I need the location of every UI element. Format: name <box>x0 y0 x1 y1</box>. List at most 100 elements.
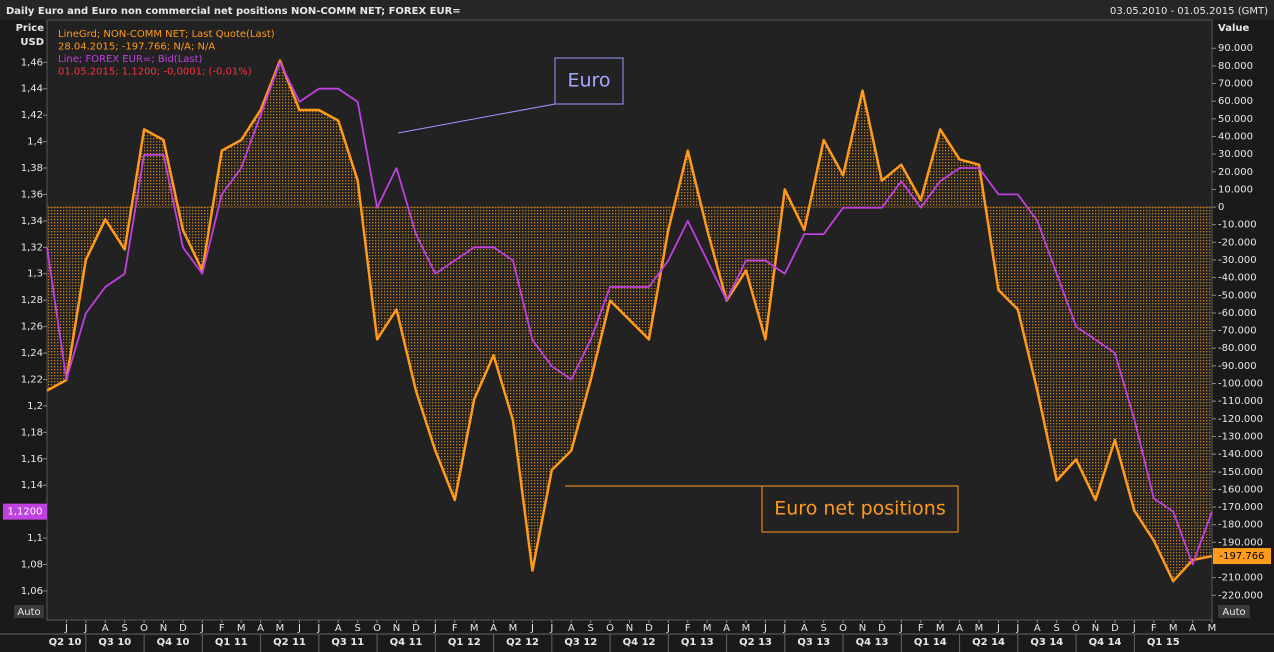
y2-tick-label: -130.000 <box>1218 431 1263 442</box>
x-tick-label: A <box>801 623 808 634</box>
last-value-tag <box>3 503 47 520</box>
y-tick-label: 1,24 <box>21 348 43 359</box>
x-tick-label: M <box>470 623 479 634</box>
x-tick-label: J <box>899 623 903 634</box>
x-tick-label: O <box>373 623 381 634</box>
quarter-label: Q2 13 <box>739 637 772 648</box>
x-tick-label: F <box>452 623 458 634</box>
x-tick-label: J <box>763 623 767 634</box>
quarter-label: Q4 13 <box>856 637 889 648</box>
x-tick-label: O <box>140 623 148 634</box>
x-tick-label: F <box>1151 623 1157 634</box>
y2-tick-label: -20.000 <box>1218 237 1257 248</box>
x-tick-label: F <box>219 623 225 634</box>
auto-button[interactable] <box>1218 605 1250 618</box>
quarter-label: Q1 15 <box>1147 637 1180 648</box>
x-tick-label: M <box>237 623 246 634</box>
legend-line: 01.05.2015; 1,1200; -0,0001; (-0,01%) <box>58 67 252 78</box>
y-axis-label: USD <box>20 37 44 48</box>
last-value-label: 1,1200 <box>8 507 43 518</box>
x-tick-label: A <box>956 623 963 634</box>
y2-tick-label: 60.000 <box>1218 96 1253 107</box>
annotation: Euro net positions <box>774 498 945 520</box>
y-tick-label: 1,18 <box>21 427 43 438</box>
quarter-label: Q4 12 <box>623 637 656 648</box>
x-tick-label: M <box>1208 623 1217 634</box>
area-fill <box>47 60 1212 582</box>
y2-tick-label: -110.000 <box>1218 396 1263 407</box>
y2-tick-label: -10.000 <box>1218 220 1257 231</box>
y2-tick-label: -90.000 <box>1218 361 1257 372</box>
x-tick-label: J <box>83 623 87 634</box>
x-tick-label: M <box>1169 623 1178 634</box>
y2-tick-label: -30.000 <box>1218 255 1257 266</box>
chart-title: Daily Euro and Euro non commercial net p… <box>6 6 461 17</box>
x-tick-label: J <box>666 623 670 634</box>
x-tick-label: A <box>335 623 342 634</box>
y2-tick-label: -220.000 <box>1218 590 1263 601</box>
x-tick-label: N <box>393 623 400 634</box>
x-tick-label: M <box>936 623 945 634</box>
y-tick-label: 1,36 <box>21 189 43 200</box>
last-value-label: -197.766 <box>1220 551 1265 562</box>
x-tick-label: J <box>297 623 301 634</box>
y2-tick-label: -150.000 <box>1218 467 1263 478</box>
y2-axis-label: Value <box>1218 23 1249 34</box>
y-tick-label: 1,28 <box>21 295 43 306</box>
x-tick-label: S <box>820 623 826 634</box>
x-tick-label: S <box>1053 623 1059 634</box>
x-tick-label: J <box>782 623 786 634</box>
y2-tick-label: -120.000 <box>1218 414 1263 425</box>
header-bar <box>0 0 1274 20</box>
x-tick-label: J <box>530 623 534 634</box>
auto-label[interactable]: Auto <box>17 607 40 618</box>
x-tick-label: J <box>316 623 320 634</box>
annotation-box <box>761 485 959 533</box>
x-tick-label: D <box>412 623 420 634</box>
y2-tick-label: -40.000 <box>1218 273 1257 284</box>
x-tick-label: A <box>1189 623 1196 634</box>
quarter-label: Q3 13 <box>797 637 830 648</box>
legend-line: Line; FOREX EUR=; Bid(Last) <box>58 54 203 65</box>
x-tick-label: S <box>354 623 360 634</box>
y2-tick-label: -180.000 <box>1218 520 1263 531</box>
x-tick-label: A <box>568 623 575 634</box>
quarter-label: Q3 14 <box>1030 637 1063 648</box>
quarter-label: Q3 10 <box>98 637 131 648</box>
auto-button[interactable] <box>14 605 44 618</box>
y-tick-label: 1,38 <box>21 163 43 174</box>
y2-tick-label: -140.000 <box>1218 449 1263 460</box>
x-tick-label: M <box>742 623 751 634</box>
y-tick-label: 1,16 <box>21 454 43 465</box>
y2-tick-label: 80.000 <box>1218 61 1253 72</box>
x-tick-label: J <box>433 623 437 634</box>
x-tick-label: M <box>509 623 518 634</box>
y-tick-label: 1,42 <box>21 110 43 121</box>
x-tick-label: A <box>257 623 264 634</box>
x-tick-label: J <box>64 623 68 634</box>
y2-tick-label: 20.000 <box>1218 167 1253 178</box>
y-tick-label: 1,34 <box>21 216 43 227</box>
y-tick-label: 1,06 <box>21 586 43 597</box>
y-tick-label: 1,1 <box>27 533 43 544</box>
x-tick-label: D <box>1111 623 1119 634</box>
y2-tick-label: 70.000 <box>1218 79 1253 90</box>
quarter-label: Q1 12 <box>448 637 481 648</box>
x-tick-label: J <box>200 623 204 634</box>
y-tick-label: 1,2 <box>27 401 43 412</box>
y-tick-label: 1,46 <box>21 57 43 68</box>
x-tick-label: O <box>839 623 847 634</box>
x-tick-label: D <box>645 623 653 634</box>
quarter-label: Q4 10 <box>157 637 190 648</box>
auto-label[interactable]: Auto <box>1222 607 1245 618</box>
y2-tick-label: 90.000 <box>1218 43 1253 54</box>
y2-tick-label: -80.000 <box>1218 343 1257 354</box>
quarter-label: Q2 14 <box>972 637 1005 648</box>
x-tick-label: M <box>276 623 285 634</box>
y2-tick-label: 40.000 <box>1218 131 1253 142</box>
y2-tick-label: 10.000 <box>1218 184 1253 195</box>
quarter-label: Q2 11 <box>273 637 306 648</box>
x-tick-label: A <box>490 623 497 634</box>
